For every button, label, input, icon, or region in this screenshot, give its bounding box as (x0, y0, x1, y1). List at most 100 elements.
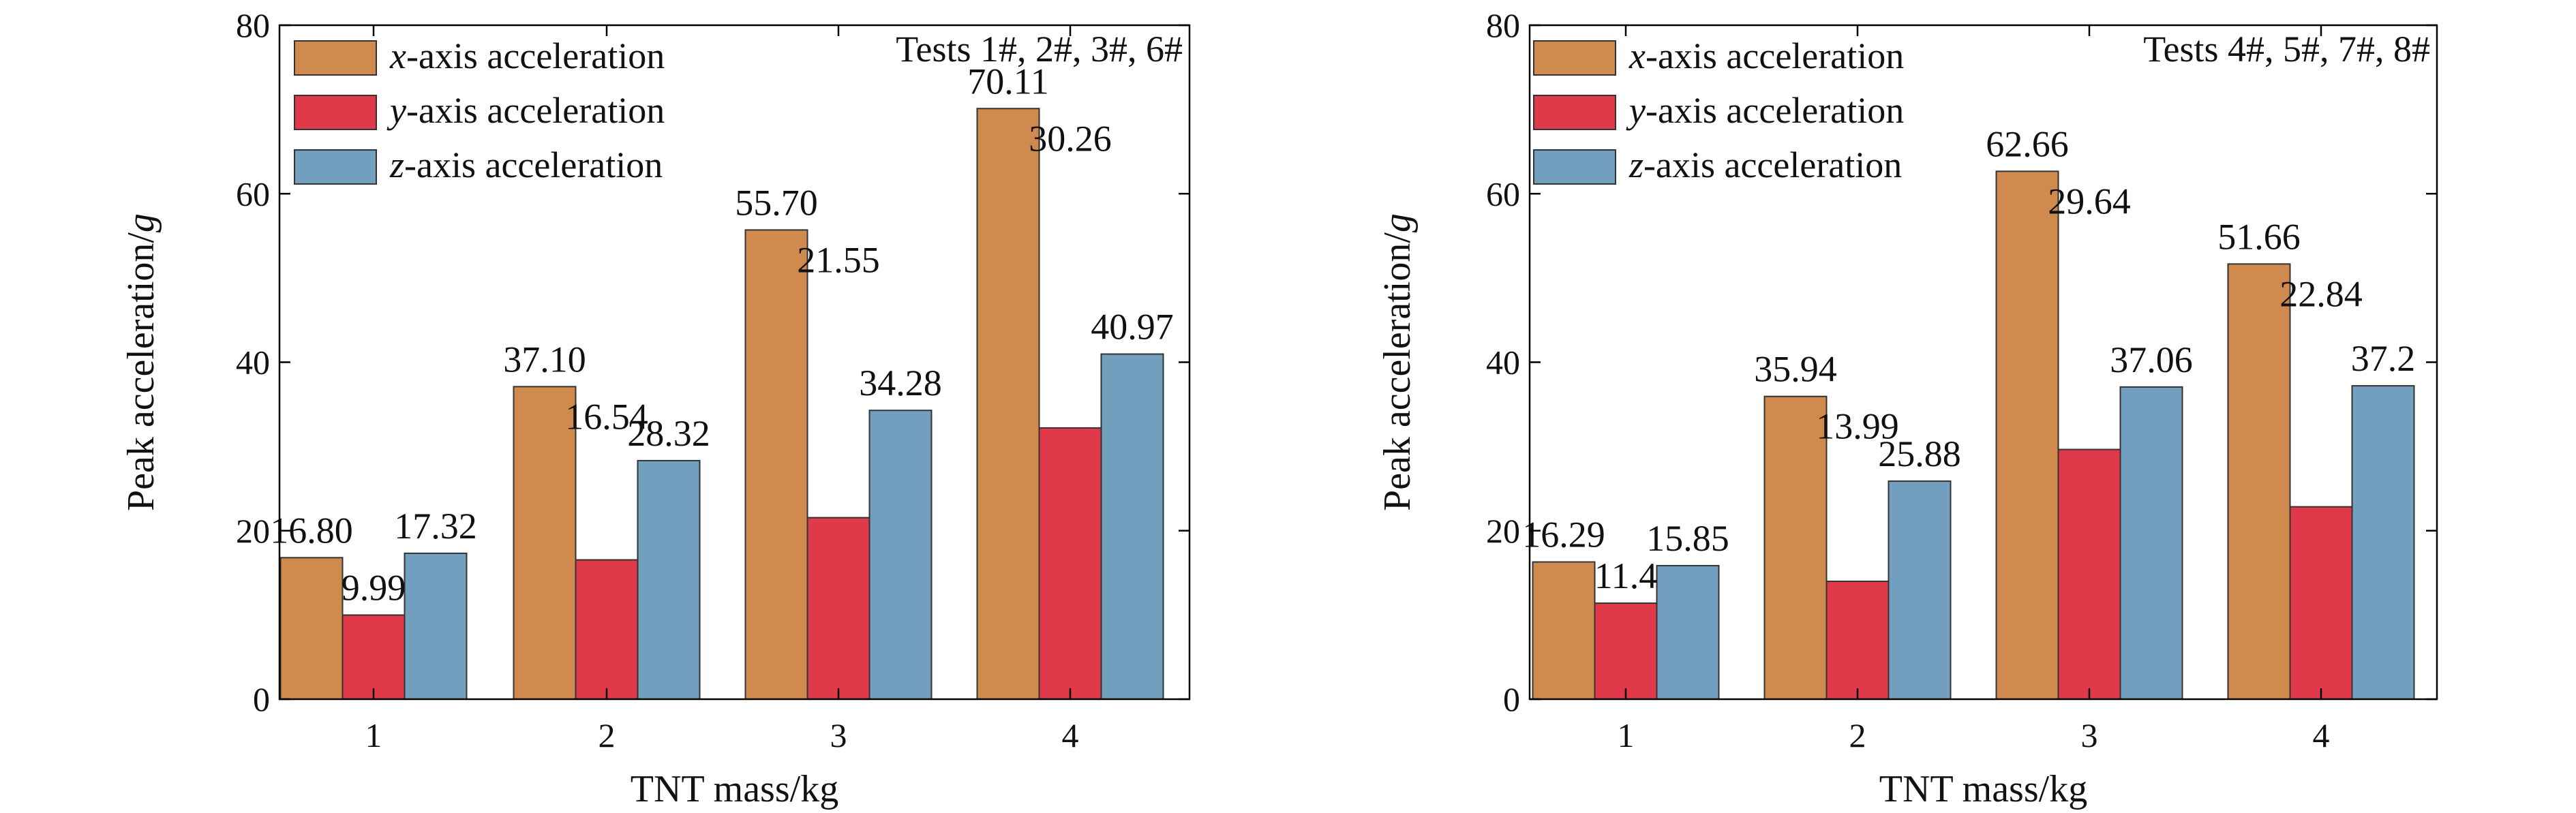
x-tick-label: 3 (830, 716, 847, 754)
data-label: 62.66 (1986, 123, 2069, 164)
data-label: 30.26 (1029, 118, 1112, 159)
legend-swatch-x (294, 40, 377, 76)
bar-y-cat-4 (1038, 427, 1102, 700)
legend-axis-letter: z (1628, 144, 1643, 185)
x-tick-label: 1 (365, 716, 382, 754)
y-axis-label: Peak acceleration/g (120, 213, 162, 511)
bar-z-cat-2 (637, 459, 701, 700)
data-label: 35.94 (1754, 349, 1837, 390)
y-tick-label: 80 (1486, 6, 1520, 44)
legend-axis-letter: y (387, 90, 406, 131)
data-label: 13.99 (1816, 406, 1899, 447)
data-label: 40.97 (1091, 307, 1174, 348)
bar-y-cat-2 (1825, 581, 1890, 701)
legend-label: -axis acceleration (1646, 35, 1904, 76)
x-axis-label: TNT mass/kg (631, 768, 838, 810)
bar-y-cat-2 (575, 559, 639, 700)
bar-y-cat-3 (806, 517, 870, 700)
legend-label: -axis acceleration (406, 90, 665, 131)
data-label: 70.11 (967, 61, 1049, 102)
legend-swatch-x (1533, 40, 1616, 76)
data-label: 37.06 (2110, 339, 2193, 380)
x-tick-label: 3 (2081, 716, 2098, 754)
legend-entry: z-axis acceleration (1628, 144, 1902, 185)
x-tick-label: 4 (1062, 716, 1079, 754)
y-axis-label-unit: g (120, 213, 162, 232)
legend-entry: x-axis acceleration (389, 35, 665, 76)
data-label: 51.66 (2217, 216, 2301, 257)
y-tick-label: 0 (253, 680, 270, 718)
bar-y-cat-1 (1594, 602, 1658, 700)
legend-axis-letter: z (389, 144, 404, 185)
x-tick-label: 2 (598, 716, 616, 754)
data-label: 21.55 (797, 239, 880, 280)
data-label: 15.85 (1646, 518, 1729, 559)
y-tick-label: 40 (1486, 343, 1520, 382)
y-tick-label: 60 (236, 174, 270, 213)
legend-label: -axis acceleration (1643, 144, 1902, 185)
data-label: 16.29 (1522, 515, 1605, 555)
data-label: 55.70 (735, 182, 818, 223)
data-label: 22.84 (2279, 273, 2363, 314)
y-tick-label: 40 (236, 343, 270, 382)
data-label: 25.88 (1878, 433, 1961, 474)
y-axis-label-unit: g (1376, 213, 1419, 232)
data-label: 28.32 (627, 413, 710, 454)
x-tick-label: 4 (2313, 716, 2330, 754)
tests-annotation: Tests 1#, 2#, 3#, 6# (896, 29, 1183, 70)
legend-entry: x-axis acceleration (1628, 35, 1904, 76)
x-tick-label: 2 (1849, 716, 1866, 754)
y-axis-label-main: Peak acceleration/ (120, 232, 162, 511)
legend-entry: z-axis acceleration (389, 144, 663, 185)
bar-z-cat-3 (2119, 386, 2183, 700)
y-tick-label: 60 (1486, 174, 1520, 213)
bar-y-cat-3 (2057, 448, 2121, 700)
bar-y-cat-1 (342, 614, 406, 700)
x-axis-label: TNT mass/kg (1879, 768, 2087, 810)
bar-z-cat-1 (1656, 565, 1720, 700)
tests-annotation: Tests 4#, 5#, 7#, 8# (2143, 29, 2430, 70)
bar-x-cat-4 (2227, 263, 2291, 700)
legend-entry: y-axis acceleration (1626, 90, 1904, 131)
chart-panel-2: 16.29 35.94 62.66 51.66 11.4 13.99 29.64 22.84 1… (1376, 6, 2438, 810)
x-tick-label: 1 (1618, 716, 1635, 754)
legend-label: -axis acceleration (404, 144, 663, 185)
bar-z-cat-4 (1100, 353, 1164, 700)
legend-swatch-y (294, 95, 377, 130)
bar-z-cat-3 (868, 410, 933, 700)
bar-x-cat-2 (513, 386, 577, 700)
data-label: 17.32 (394, 506, 477, 547)
bar-x-cat-4 (976, 108, 1040, 700)
y-tick-label: 20 (1486, 512, 1520, 550)
data-label: 29.64 (2048, 181, 2131, 221)
data-label: 16.54 (565, 396, 648, 437)
bar-z-cat-1 (404, 552, 468, 700)
bar-z-cat-2 (1888, 480, 1952, 700)
chart-panel-1: 16.8037.1055.7070.119.9916.5421.5530.261… (120, 6, 1191, 810)
y-tick-label: 0 (1503, 680, 1520, 718)
bar-x-cat-3 (744, 229, 808, 700)
legend-label: -axis acceleration (1646, 90, 1904, 131)
bar-x-cat-1 (1532, 561, 1596, 700)
y-axis-label-main: Peak acceleration/ (1376, 232, 1419, 511)
data-label: 37.2 (2351, 338, 2416, 379)
legend-swatch-z (1533, 149, 1616, 185)
legend-axis-letter: x (389, 35, 406, 76)
legend-axis-letter: x (1628, 35, 1646, 76)
bar-z-cat-4 (2351, 385, 2415, 700)
data-label: 9.99 (342, 567, 406, 608)
bar-y-cat-4 (2289, 506, 2353, 700)
y-tick-label: 20 (236, 512, 270, 550)
legend-swatch-y (1533, 95, 1616, 130)
legend-axis-letter: y (1626, 90, 1646, 131)
legend-label: -axis acceleration (406, 35, 665, 76)
bar-x-cat-3 (1995, 170, 2059, 701)
bar-x-cat-2 (1763, 395, 1828, 701)
legend-swatch-z (294, 149, 377, 185)
data-label: 11.4 (1594, 555, 1658, 596)
bar-x-cat-1 (279, 557, 344, 700)
data-label: 37.10 (503, 339, 586, 380)
data-label: 34.28 (859, 363, 942, 403)
legend-entry: y-axis acceleration (387, 90, 665, 131)
